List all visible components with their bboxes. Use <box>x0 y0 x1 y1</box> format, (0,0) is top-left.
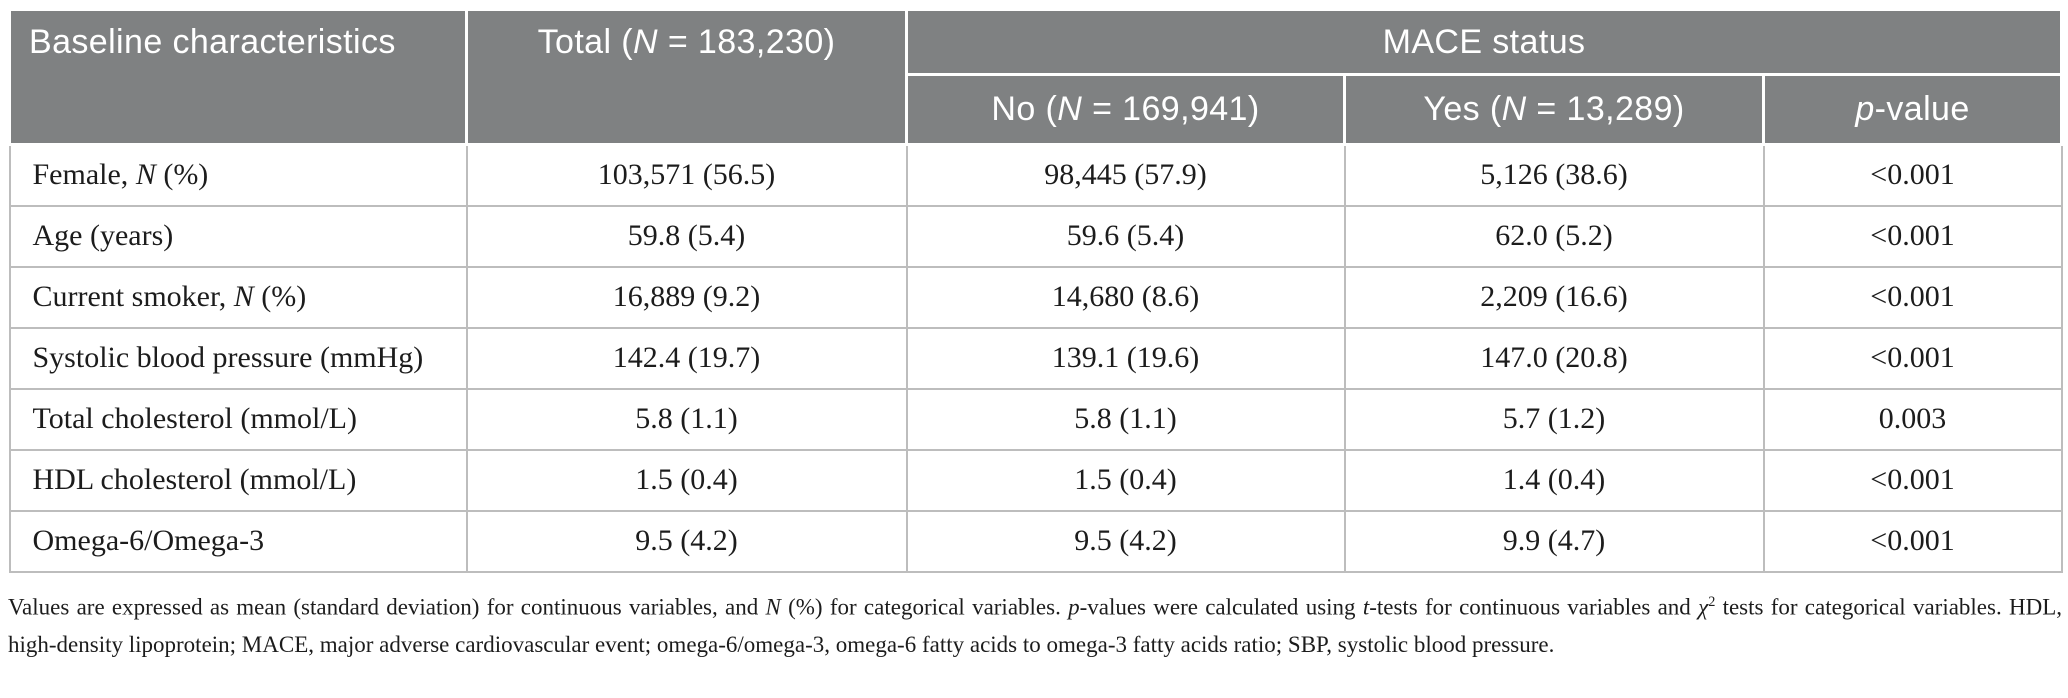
table-row: Total cholesterol (mmol/L) 5.8 (1.1) 5.8… <box>8 387 2063 451</box>
row-label: Systolic blood pressure (mmHg) <box>8 326 468 390</box>
cell-mace-yes: 5.7 (1.2) <box>1343 387 1765 451</box>
cell-total: 5.8 (1.1) <box>465 387 908 451</box>
cell-mace-no: 59.6 (5.4) <box>905 204 1346 268</box>
row-label: Age (years) <box>8 204 468 268</box>
cell-mace-yes: 62.0 (5.2) <box>1343 204 1765 268</box>
column-header-mace-no: No (N = 169,941) <box>905 73 1346 146</box>
table-row: HDL cholesterol (mmol/L) 1.5 (0.4) 1.5 (… <box>8 448 2063 512</box>
header-row-top: Baseline characteristics Total (N = 183,… <box>8 8 2064 146</box>
table-row: Age (years) 59.8 (5.4) 59.6 (5.4) 62.0 (… <box>8 204 2063 268</box>
cell-mace-no: 5.8 (1.1) <box>905 387 1346 451</box>
cell-p-value: <0.001 <box>1762 509 2063 573</box>
table-row: Current smoker, N (%) 16,889 (9.2) 14,68… <box>8 265 2063 329</box>
cell-mace-yes: 147.0 (20.8) <box>1343 326 1765 390</box>
table-row: Systolic blood pressure (mmHg) 142.4 (19… <box>8 326 2063 390</box>
cell-mace-no: 14,680 (8.6) <box>905 265 1346 329</box>
cell-mace-no: 9.5 (4.2) <box>905 509 1346 573</box>
baseline-characteristics-table: Baseline characteristics Total (N = 183,… <box>8 8 2064 573</box>
cell-total: 9.5 (4.2) <box>465 509 908 573</box>
cell-mace-no: 139.1 (19.6) <box>905 326 1346 390</box>
cell-p-value: <0.001 <box>1762 448 2063 512</box>
cell-mace-yes: 2,209 (16.6) <box>1343 265 1765 329</box>
column-header-p-value: p-value <box>1761 73 2064 146</box>
cell-p-value: <0.001 <box>1762 326 2063 390</box>
cell-total: 103,571 (56.5) <box>465 143 908 207</box>
column-header-total: Total (N = 183,230) <box>465 8 908 146</box>
row-label: Current smoker, N (%) <box>8 265 468 329</box>
table-row: Female, N (%) 103,571 (56.5) 98,445 (57.… <box>8 143 2063 207</box>
cell-p-value: <0.001 <box>1762 265 2063 329</box>
cell-mace-yes: 1.4 (0.4) <box>1343 448 1765 512</box>
cell-total: 142.4 (19.7) <box>465 326 908 390</box>
table-footnote: Values are expressed as mean (standard d… <box>8 594 2062 657</box>
table-row: Omega-6/Omega-3 9.5 (4.2) 9.5 (4.2) 9.9 … <box>8 509 2063 573</box>
cell-p-value: <0.001 <box>1762 143 2063 207</box>
table-body: Female, N (%) 103,571 (56.5) 98,445 (57.… <box>8 143 2063 573</box>
cell-mace-no: 1.5 (0.4) <box>905 448 1346 512</box>
cell-total: 1.5 (0.4) <box>465 448 908 512</box>
cell-p-value: <0.001 <box>1762 204 2063 268</box>
cell-mace-yes: 9.9 (4.7) <box>1343 509 1765 573</box>
column-header-mace-yes: Yes (N = 13,289) <box>1343 73 1765 146</box>
table-header: Baseline characteristics Total (N = 183,… <box>8 8 2064 146</box>
row-label: Omega-6/Omega-3 <box>8 509 468 573</box>
row-label: HDL cholesterol (mmol/L) <box>8 448 468 512</box>
header-row-sub: No (N = 169,941) Yes (N = 13,289) p-valu… <box>10 73 2064 146</box>
cell-mace-yes: 5,126 (38.6) <box>1343 143 1765 207</box>
cell-p-value: 0.003 <box>1762 387 2063 451</box>
column-group-header-mace-status: MACE status <box>904 8 2064 76</box>
row-label: Total cholesterol (mmol/L) <box>8 387 468 451</box>
cell-total: 59.8 (5.4) <box>465 204 908 268</box>
cell-total: 16,889 (9.2) <box>465 265 908 329</box>
column-header-baseline-characteristics: Baseline characteristics <box>8 8 468 146</box>
cell-mace-no: 98,445 (57.9) <box>905 143 1346 207</box>
row-label: Female, N (%) <box>8 143 468 207</box>
